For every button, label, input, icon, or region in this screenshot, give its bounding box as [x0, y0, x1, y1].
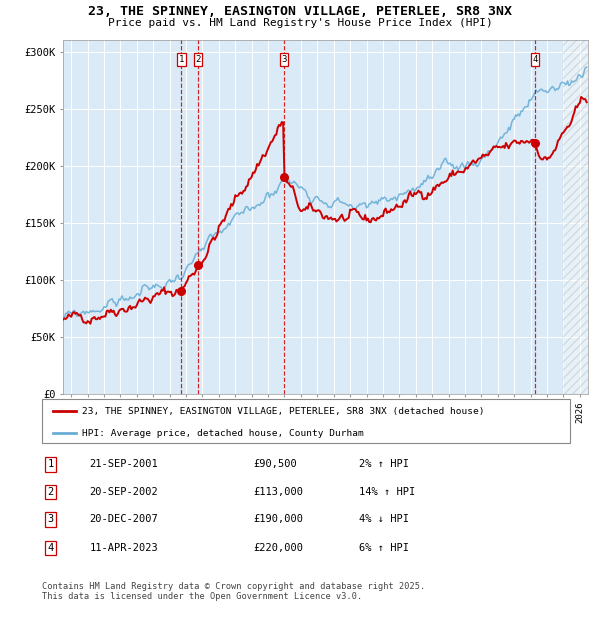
Text: £220,000: £220,000 [253, 543, 303, 553]
Text: Price paid vs. HM Land Registry's House Price Index (HPI): Price paid vs. HM Land Registry's House … [107, 18, 493, 28]
Text: 14% ↑ HPI: 14% ↑ HPI [359, 487, 415, 497]
Text: £190,000: £190,000 [253, 515, 303, 525]
Text: Contains HM Land Registry data © Crown copyright and database right 2025.
This d: Contains HM Land Registry data © Crown c… [42, 582, 425, 601]
Text: £113,000: £113,000 [253, 487, 303, 497]
Text: 2: 2 [195, 55, 200, 64]
Text: 1: 1 [47, 459, 53, 469]
Text: 4: 4 [47, 543, 53, 553]
Text: £90,500: £90,500 [253, 459, 297, 469]
Text: 2: 2 [47, 487, 53, 497]
Text: 2% ↑ HPI: 2% ↑ HPI [359, 459, 409, 469]
Text: 4% ↓ HPI: 4% ↓ HPI [359, 515, 409, 525]
Text: 3: 3 [47, 515, 53, 525]
Text: 4: 4 [532, 55, 538, 64]
Text: 6% ↑ HPI: 6% ↑ HPI [359, 543, 409, 553]
FancyBboxPatch shape [42, 399, 570, 443]
Text: 23, THE SPINNEY, EASINGTON VILLAGE, PETERLEE, SR8 3NX: 23, THE SPINNEY, EASINGTON VILLAGE, PETE… [88, 5, 512, 18]
Text: 23, THE SPINNEY, EASINGTON VILLAGE, PETERLEE, SR8 3NX (detached house): 23, THE SPINNEY, EASINGTON VILLAGE, PETE… [82, 407, 484, 415]
Text: HPI: Average price, detached house, County Durham: HPI: Average price, detached house, Coun… [82, 429, 364, 438]
Text: 20-SEP-2002: 20-SEP-2002 [89, 487, 158, 497]
Text: 11-APR-2023: 11-APR-2023 [89, 543, 158, 553]
Text: 21-SEP-2001: 21-SEP-2001 [89, 459, 158, 469]
Text: 20-DEC-2007: 20-DEC-2007 [89, 515, 158, 525]
Text: 3: 3 [281, 55, 287, 64]
Text: 1: 1 [179, 55, 184, 64]
